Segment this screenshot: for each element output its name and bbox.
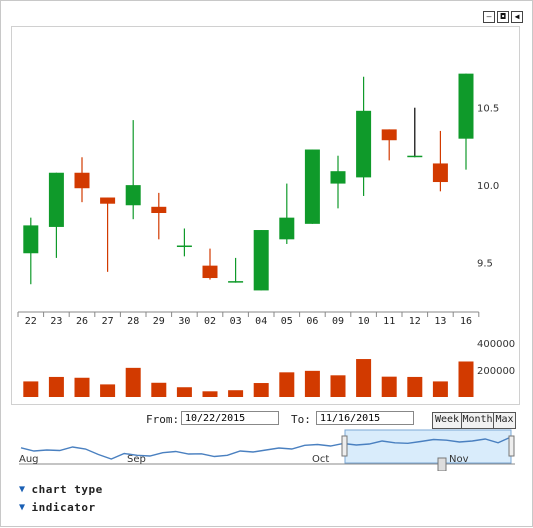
candle-body — [48, 172, 64, 227]
volume-bar — [74, 377, 90, 397]
volume-bar — [304, 370, 320, 397]
candle-body — [100, 197, 116, 204]
navigator-month-label: Sep — [127, 454, 146, 465]
volume-tick-label: 200000 — [477, 366, 515, 377]
y-tick-label: 9.5 — [477, 259, 493, 270]
x-tick-label: 16 — [460, 316, 472, 327]
candle-body — [151, 206, 167, 213]
volume-bar — [330, 375, 346, 397]
navigator-scroll-thumb — [437, 457, 447, 471]
x-tick-label: 30 — [178, 316, 190, 327]
volume-bar — [407, 376, 423, 397]
from-date-input[interactable] — [181, 411, 279, 425]
indicator-menu[interactable]: ▼ indicator — [19, 501, 96, 514]
plot-area — [11, 26, 520, 405]
indicator-label: indicator — [31, 501, 96, 514]
x-tick-label: 27 — [102, 316, 114, 327]
navigator-month-label: Aug — [19, 454, 39, 465]
candle-body — [458, 73, 474, 139]
week-button[interactable]: Week — [432, 412, 462, 429]
candle-body — [330, 171, 346, 184]
x-tick-label: 05 — [281, 316, 293, 327]
candle-body — [432, 163, 448, 183]
x-tick-label: 12 — [409, 316, 421, 327]
x-tick-label: 22 — [25, 316, 37, 327]
candle-body — [23, 225, 39, 254]
candle-body — [74, 172, 90, 189]
to-date-input[interactable] — [316, 411, 414, 425]
volume-bar — [356, 359, 372, 397]
x-tick-label: 06 — [306, 316, 318, 327]
navigator-month-label: Nov — [449, 454, 469, 465]
navigator-selection — [344, 429, 512, 464]
candle-body — [356, 110, 372, 178]
chart-type-menu[interactable]: ▼ chart type — [19, 483, 103, 496]
volume-bar — [458, 361, 474, 397]
y-tick-label: 10.0 — [477, 181, 499, 192]
chart-type-label: chart type — [31, 483, 103, 496]
window-controls: – ◘ ◀ — [483, 11, 523, 23]
volume-bar — [125, 367, 141, 397]
candle-body — [381, 129, 397, 141]
candle-body — [125, 185, 141, 206]
max-button[interactable]: Max — [493, 412, 516, 429]
x-tick-label: 23 — [50, 316, 62, 327]
x-tick-label: 13 — [434, 316, 446, 327]
volume-bar — [202, 391, 218, 397]
volume-bar — [432, 381, 448, 397]
minimize-icon[interactable]: – — [483, 11, 495, 23]
x-tick-label: 29 — [153, 316, 165, 327]
navigator-month-label: Oct — [312, 454, 329, 465]
x-tick-label: 02 — [204, 316, 216, 327]
x-tick-label: 11 — [383, 316, 395, 327]
volume-bar — [381, 376, 397, 397]
chevron-down-icon: ▼ — [19, 502, 26, 513]
to-label: To: — [291, 413, 311, 426]
navigator-series-line — [20, 436, 512, 460]
candle-body — [202, 265, 218, 279]
navigator[interactable]: Aug Sep Oct Nov — [19, 429, 515, 471]
volume-bar — [279, 372, 295, 397]
volume-bar — [100, 384, 116, 397]
navigator-left-handle — [341, 435, 348, 457]
restore-icon[interactable]: ◘ — [497, 11, 509, 23]
candle-body — [304, 149, 320, 224]
volume-bar — [23, 381, 39, 397]
candle-body — [253, 230, 269, 291]
chevron-down-icon: ▼ — [19, 484, 26, 495]
volume-bar — [228, 390, 244, 397]
volume-bar — [48, 376, 64, 397]
volume-bar — [151, 382, 167, 397]
volume-bar — [253, 383, 269, 397]
volume-bar — [176, 387, 192, 397]
navigator-right-handle — [508, 435, 515, 457]
collapse-icon[interactable]: ◀ — [511, 11, 523, 23]
from-label: From: — [146, 413, 180, 426]
x-tick-label: 10 — [358, 316, 370, 327]
x-tick-label: 26 — [76, 316, 88, 327]
x-tick-label: 09 — [332, 316, 344, 327]
x-tick-label: 03 — [230, 316, 242, 327]
candle-body — [228, 281, 244, 283]
y-tick-label: 10.5 — [477, 104, 499, 115]
x-tick-label: 04 — [255, 316, 267, 327]
volume-tick-label: 400000 — [477, 339, 515, 350]
candle-body — [176, 245, 192, 248]
candle-body — [279, 217, 295, 240]
month-button[interactable]: Month — [461, 412, 494, 429]
x-tick-label: 28 — [127, 316, 139, 327]
candle-body — [407, 155, 423, 158]
